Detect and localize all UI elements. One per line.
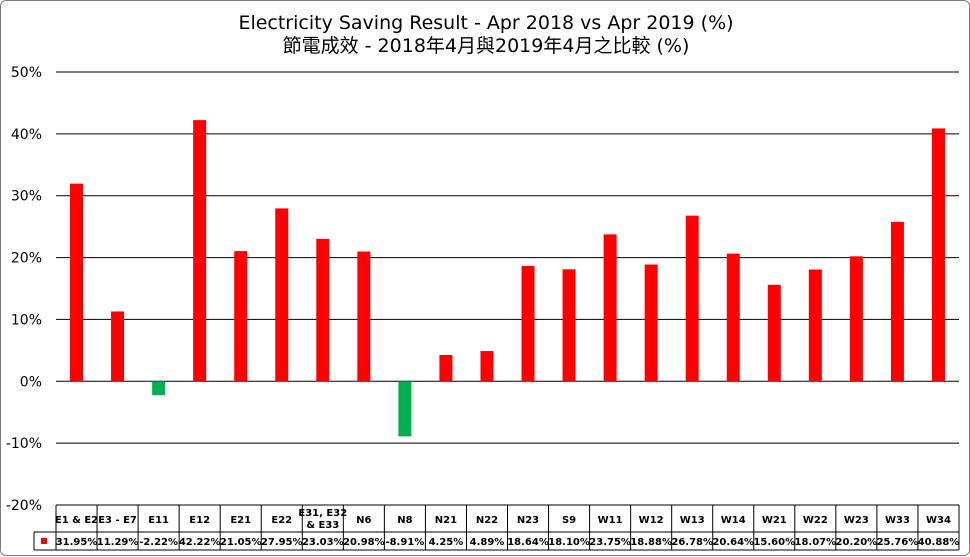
value-label: -2.22% [139, 537, 178, 548]
value-label: 26.78% [671, 537, 713, 548]
category-label: N6 [356, 515, 371, 526]
bar [439, 354, 453, 382]
bar [193, 120, 207, 382]
value-label: 18.07% [795, 537, 837, 548]
category-label: E31, E32 & E33 [298, 508, 347, 531]
y-axis-ticks: 50% 40% 30% 20% 10% 0% -10% -20% [6, 65, 42, 514]
value-label: 27.95% [261, 537, 303, 548]
y-tick-label: 30% [11, 189, 42, 205]
y-tick-label: -10% [6, 436, 42, 452]
category-label: E12 [189, 515, 210, 526]
bar [398, 381, 412, 437]
bar [849, 256, 863, 382]
category-label: N8 [397, 515, 412, 526]
value-label: 23.75% [589, 537, 631, 548]
bars [70, 120, 945, 437]
value-label: 31.95% [56, 537, 98, 548]
category-label: W33 [885, 515, 910, 526]
value-label: 11.29% [97, 537, 139, 548]
category-label: E21 [230, 515, 251, 526]
data-table: E1 & E2 31.95%E3 - E7 11.29% E11 -2.22% E12 42… [33, 504, 960, 551]
value-label: 23.03% [302, 537, 344, 548]
value-label: -8.91% [385, 537, 424, 548]
value-label: 20.20% [836, 537, 878, 548]
bar [644, 264, 658, 382]
value-label: 40.88% [918, 537, 960, 548]
bar [931, 128, 945, 382]
value-label: 20.64% [712, 537, 754, 548]
bar [316, 238, 330, 382]
bar [562, 269, 576, 382]
bar [808, 269, 822, 382]
value-label: 20.98% [343, 537, 385, 548]
value-label: 18.10% [548, 537, 590, 548]
category-label: W21 [762, 515, 787, 526]
value-label: 4.25% [429, 537, 464, 548]
bar [480, 351, 494, 382]
bar [275, 208, 289, 382]
bar [767, 284, 781, 382]
value-label: 18.88% [630, 537, 672, 548]
value-label: 4.89% [470, 537, 505, 548]
category-label: W12 [639, 515, 664, 526]
chart-title: Electricity Saving Result - Apr 2018 vs … [238, 12, 733, 34]
gridlines [56, 71, 959, 444]
y-tick-label: 0% [20, 374, 42, 390]
y-tick-label: -20% [6, 498, 42, 514]
category-label: E11 [148, 515, 169, 526]
bar [521, 265, 535, 382]
category-label: N23 [517, 515, 539, 526]
category-label: N22 [476, 515, 498, 526]
y-tick-label: 50% [11, 65, 42, 81]
chart-subtitle: 節電成效 - 2018年4月與2019年4月之比較 (%) [283, 35, 690, 57]
category-label: E3 - E7 [98, 515, 137, 526]
value-label: 42.22% [179, 537, 221, 548]
bar [152, 381, 166, 396]
bar [70, 183, 84, 382]
value-label: 21.05% [220, 537, 262, 548]
legend-key [41, 538, 47, 544]
bar [234, 251, 248, 382]
bar [685, 215, 699, 382]
bar [357, 251, 371, 382]
category-label: W34 [926, 515, 951, 526]
bar [890, 221, 904, 382]
category-label: S9 [562, 515, 576, 526]
category-label: W13 [680, 515, 705, 526]
category-label: N21 [435, 515, 457, 526]
category-label: E22 [271, 515, 292, 526]
y-tick-label: 20% [11, 251, 42, 267]
y-tick-label: 40% [11, 127, 42, 143]
value-label: 25.76% [877, 537, 919, 548]
value-label: 15.60% [753, 537, 795, 548]
category-label: W14 [721, 515, 746, 526]
category-label: W23 [844, 515, 869, 526]
category-label: E1 & E2 [55, 515, 98, 526]
y-tick-label: 10% [11, 312, 42, 328]
value-label: 18.64% [507, 537, 549, 548]
bar [603, 234, 617, 382]
bar [111, 311, 125, 382]
category-label: W22 [803, 515, 828, 526]
category-label: W11 [598, 515, 623, 526]
bar [726, 253, 740, 382]
